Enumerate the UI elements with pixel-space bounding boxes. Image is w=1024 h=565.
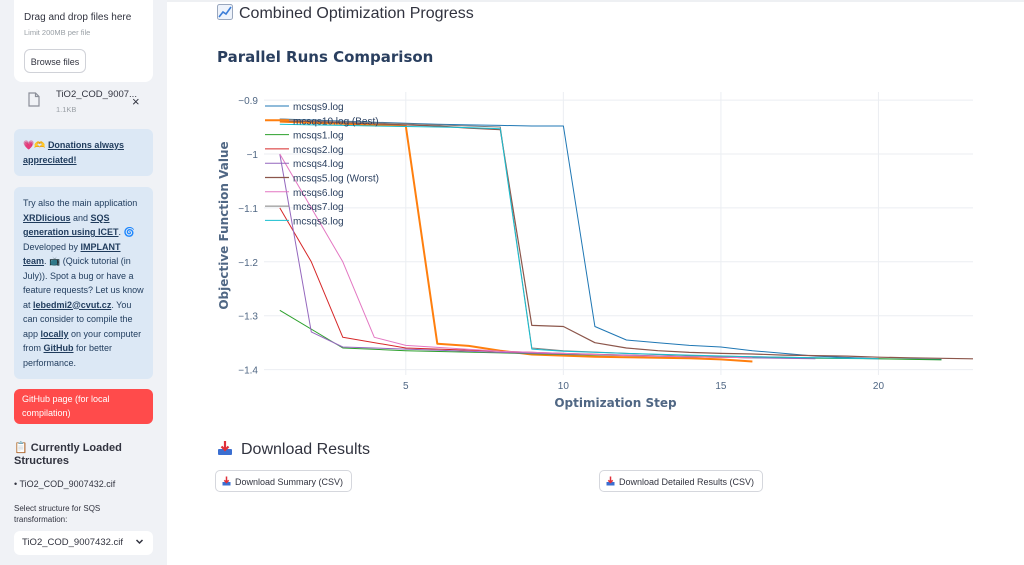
combined-progress-heading: Combined Optimization Progress: [217, 4, 474, 23]
y-tick-label: −0.9: [238, 96, 258, 107]
info-text: . You can consider to compile the app: [23, 299, 133, 339]
xrdlicious-link[interactable]: XRDlicious: [23, 212, 71, 223]
x-tick-label: 10: [558, 381, 570, 392]
uploader-title: Drag and drop files here: [24, 12, 132, 23]
download-icon: [218, 441, 232, 455]
github-link[interactable]: GitHub: [43, 343, 74, 353]
legend-label: mcsqs1.log: [293, 131, 344, 142]
x-axis-title: Optimization Step: [554, 396, 677, 410]
legend-label: mcsqs2.log: [293, 145, 344, 156]
download-detailed-button[interactable]: Download Detailed Results (CSV): [599, 470, 764, 492]
legend-label: mcsqs9.log: [293, 102, 344, 113]
legend-label: mcsqs10.log (Best): [293, 116, 379, 127]
y-tick-label: −1.3: [238, 312, 258, 323]
email-link[interactable]: lebedmi2@cvut.cz: [33, 299, 112, 310]
legend-label: mcsqs7.log: [293, 202, 344, 213]
download-summary-button[interactable]: Download Summary (CSV): [215, 470, 353, 492]
info-text: . 📺 (Quick tutorial (in July)). Spot a b…: [23, 256, 144, 310]
y-axis-title: Objective Function Value: [217, 141, 231, 309]
implant-team-link[interactable]: IMPLANT team: [23, 241, 121, 267]
info-text: Try also the main application: [23, 198, 138, 208]
x-tick-label: 20: [873, 381, 885, 392]
uploader-limit: Limit 200MB per file: [24, 28, 91, 37]
sqs-icet-link[interactable]: SQS generation using ICET: [23, 212, 119, 238]
legend-label: mcsqs8.log: [293, 216, 344, 227]
file-uploader[interactable]: Drag and drop files here Limit 200MB per…: [14, 0, 153, 82]
legend-label: mcsqs6.log: [293, 188, 344, 199]
y-tick-label: −1.2: [238, 258, 258, 269]
locally-link[interactable]: locally: [40, 328, 69, 339]
loaded-structure-item: • TiO2_COD_9007432.cif: [14, 479, 116, 489]
file-size: 1.1KB: [56, 105, 77, 114]
download-icon: [606, 476, 615, 486]
header-divider: [167, 0, 1024, 2]
comparison-chart[interactable]: −0.9 −1 −1.1 −1.2 −1.3 −1.4 5 10 15 20 mcsqs9.log m…: [167, 80, 1024, 420]
legend-label: mcsqs4.log: [293, 159, 344, 170]
legend-label: mcsqs5.log (Worst): [293, 174, 379, 185]
download-icon: [222, 476, 231, 486]
browse-files-button[interactable]: Browse files: [24, 49, 86, 73]
series-line: [279, 120, 974, 360]
main-content: Combined Optimization Progress Parallel …: [167, 0, 1024, 565]
y-tick-label: −1.4: [238, 366, 258, 377]
loaded-structures-heading: 📋 Currently Loaded Structures: [14, 442, 122, 467]
combined-progress-title: Combined Optimization Progress: [239, 5, 474, 22]
donations-link[interactable]: Donations always appreciated!: [23, 140, 124, 165]
info-text: and: [70, 212, 91, 223]
chart-title: Parallel Runs Comparison: [217, 48, 434, 66]
github-page-button[interactable]: GitHub page (for local compilation): [14, 389, 153, 424]
download-summary-label: Download Summary (CSV): [235, 477, 344, 487]
download-detailed-label: Download Detailed Results (CSV): [619, 477, 755, 487]
file-icon: [28, 92, 40, 107]
info-text: on your computer from: [23, 328, 142, 354]
file-name: TiO2_COD_9007...: [56, 89, 137, 100]
info-text: for better performance.: [23, 343, 113, 368]
series-line: [279, 153, 816, 360]
info-box: Try also the main application XRDlicious…: [14, 187, 153, 379]
y-tick-label: −1.1: [238, 204, 258, 215]
series-line: [279, 123, 879, 360]
download-results-heading: Download Results: [217, 440, 370, 459]
uploaded-file: TiO2_COD_9007... 1.1KB ×: [26, 88, 146, 118]
x-tick-label: 15: [715, 381, 727, 392]
series-line: [279, 118, 879, 360]
structure-select[interactable]: TiO2_COD_9007432.cif: [14, 531, 153, 555]
series-line: [279, 118, 942, 360]
x-tick-label: 5: [403, 381, 409, 392]
donation-box: 💗🫶 Donations always appreciated!: [14, 129, 153, 176]
heart-icon: 💗🫶: [23, 140, 46, 150]
structure-select-value: TiO2_COD_9007432.cif: [22, 537, 124, 548]
sidebar: Drag and drop files here Limit 200MB per…: [0, 0, 167, 565]
select-label: Select structure for SQS transformation:: [14, 504, 101, 524]
y-tick-label: −1: [247, 150, 259, 161]
info-text: . 🌀 Developed by: [23, 227, 135, 252]
chevron-down-icon: [135, 531, 144, 555]
download-results-title: Download Results: [241, 441, 370, 458]
close-icon[interactable]: ×: [132, 94, 140, 109]
series-line: [279, 153, 753, 359]
chart-increasing-icon: [217, 4, 233, 20]
